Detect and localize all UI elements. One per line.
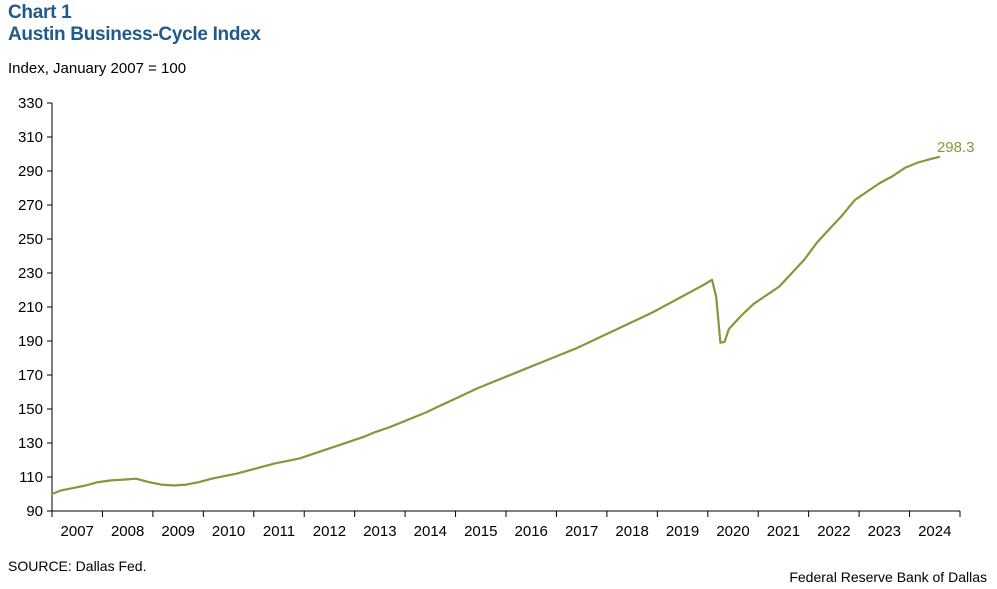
x-tick-label: 2024 <box>918 523 951 540</box>
y-tick-label: 210 <box>18 299 43 316</box>
credit-note: Federal Reserve Bank of Dallas <box>789 569 987 585</box>
x-tick-label: 2011 <box>263 523 295 540</box>
y-tick-label: 90 <box>26 503 43 520</box>
x-tick-label: 2018 <box>615 523 648 540</box>
chart-number: Chart 1 <box>8 2 72 23</box>
y-tick-label: 230 <box>18 265 43 282</box>
x-tick-label: 2008 <box>111 523 144 540</box>
x-tick-label: 2010 <box>212 523 245 540</box>
x-tick-label: 2009 <box>161 523 194 540</box>
y-tick-label: 190 <box>18 333 43 350</box>
x-axis: 2007 2008 2009 2010 2011 2012 2013 2014 2015 2016… <box>51 510 961 540</box>
series-group: 298.3 <box>50 139 975 496</box>
x-tick-label: 2013 <box>363 523 396 540</box>
x-tick-label: 2015 <box>464 523 497 540</box>
y-tick-label: 270 <box>18 197 43 214</box>
y-tick-label: 330 <box>18 95 43 112</box>
x-tick-label: 2021 <box>767 523 800 540</box>
x-tick-label: 2020 <box>716 523 749 540</box>
y-tick-label: 130 <box>18 435 43 452</box>
x-tick-label: 2014 <box>414 523 447 540</box>
x-tick-label: 2023 <box>868 523 901 540</box>
y-axis: 90 110 130 150 170 190 210 230 250 270 290 310 330 <box>18 95 53 520</box>
x-tick-label: 2016 <box>515 523 548 540</box>
x-tick-label: 2012 <box>313 523 346 540</box>
x-tick-label: 2019 <box>666 523 699 540</box>
end-value-label: 298.3 <box>937 139 975 156</box>
y-tick-label: 310 <box>18 129 43 146</box>
y-tick-label: 250 <box>18 231 43 248</box>
x-tick-label: 2017 <box>565 523 598 540</box>
y-tick-label: 150 <box>18 401 43 418</box>
x-tick-label: 2022 <box>817 523 850 540</box>
y-tick-label: 110 <box>19 469 43 486</box>
chart-title: Austin Business-Cycle Index <box>8 24 261 45</box>
y-tick-label: 170 <box>18 367 43 384</box>
index-series-line <box>50 155 941 496</box>
x-tick-label: 2007 <box>61 523 94 540</box>
source-note: SOURCE: Dallas Fed. <box>8 558 147 574</box>
y-axis-unit-label: Index, January 2007 = 100 <box>8 60 187 77</box>
y-tick-label: 290 <box>18 163 43 180</box>
